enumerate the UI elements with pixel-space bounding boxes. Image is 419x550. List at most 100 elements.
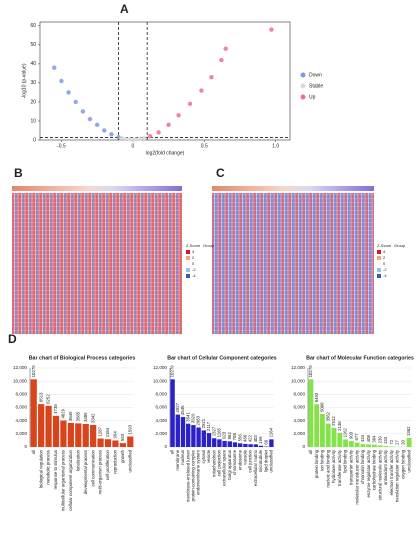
x-tick-label: localization (75, 449, 80, 471)
x-tick-label: all (170, 450, 175, 454)
value-label: 4545 (180, 405, 185, 415)
x-tick-label: extracellular space (222, 449, 227, 485)
legend-swatch (186, 274, 190, 278)
y-tick-label: 10,000 (153, 378, 167, 383)
legend-label: 4 (192, 249, 195, 254)
x-tick-label: chromatin binding (360, 449, 365, 484)
y-tick-label: 40 (30, 61, 36, 67)
bar (383, 446, 389, 447)
x-tick-label: -0.5 (57, 143, 66, 149)
bar (243, 443, 248, 447)
x-tick-label: protein-containing complex (191, 449, 196, 501)
legend-title: Z-Score (186, 243, 201, 248)
x-tick-label: 0.5 (201, 143, 208, 149)
heatmap-c (212, 186, 374, 334)
value-label: 364 (372, 435, 377, 443)
x-axis-label: log2(fold change) (146, 150, 185, 156)
y-tick-label: 10,000 (291, 378, 305, 383)
value-label: 10279 (31, 365, 36, 378)
x-tick-label: transporter activity (348, 449, 353, 485)
legend-swatch (186, 268, 190, 272)
value-label: 3329 (191, 413, 196, 423)
value-label: 3342 (90, 413, 95, 423)
bar (90, 424, 97, 447)
legend-swatch (186, 262, 190, 266)
value-label: 3562 (325, 411, 330, 421)
bar (258, 445, 264, 447)
x-tick-label: molecular transducer activity (354, 449, 359, 504)
bar (97, 438, 104, 447)
value-label: 1165 (217, 427, 222, 437)
legend-swatch (377, 274, 381, 278)
panel-label: A (120, 2, 129, 16)
x-tick-label: unclassified (406, 449, 411, 472)
legend-title: Group (203, 243, 215, 248)
bar (320, 414, 325, 447)
value-label: 1162 (343, 428, 348, 438)
value-label: 3489 (83, 412, 88, 422)
value-label: 1327 (211, 426, 216, 436)
point (142, 135, 147, 141)
x-tick-label: cell projection (217, 449, 222, 476)
point (102, 128, 107, 133)
x-tick-label: multicellular organismal process (61, 450, 66, 511)
bar (67, 422, 74, 447)
legend-label: Down (309, 72, 322, 78)
bar (337, 432, 343, 447)
y-tick-label: 12,000 (153, 365, 167, 370)
x-tick-label: reproduction (113, 449, 118, 473)
x-tick-label: electron transfer activity (389, 449, 394, 495)
bar (212, 438, 217, 447)
value-label: 2138 (337, 421, 342, 431)
value-label: 4735 (53, 404, 58, 414)
x-tick-label: protein binding (314, 449, 319, 478)
value-label: 1287 (98, 426, 103, 436)
point (176, 113, 181, 118)
bar (60, 420, 67, 447)
point (199, 88, 204, 93)
bar (372, 444, 377, 447)
bar (119, 443, 126, 447)
x-tick-label: membrane (175, 449, 180, 470)
point (109, 132, 114, 137)
value-label: 1184 (105, 427, 110, 437)
x-tick-label: ion binding (320, 449, 325, 470)
legend-label: 2 (192, 255, 195, 260)
value-label: 994 (113, 431, 118, 439)
y-tick-label: 10,000 (13, 378, 27, 383)
value-label: 2521 (201, 418, 206, 428)
point (156, 130, 161, 135)
y-tick-label: 20 (30, 99, 36, 105)
legend-swatch (377, 268, 381, 272)
chart-title: Bar chart of Cellular Component categori… (167, 355, 277, 361)
x-tick-label: lipid binding (343, 449, 348, 472)
panel-label: D (8, 332, 17, 346)
x-tick-label: growth (120, 449, 125, 463)
x-tick-label: chromosome (232, 449, 237, 474)
value-label: 677 (354, 433, 359, 441)
value-label: 708 (232, 433, 237, 441)
legend-label: -2 (192, 267, 196, 272)
value-label: 2117 (206, 421, 211, 431)
value-label: 1164 (269, 427, 274, 437)
point (94, 122, 100, 127)
value-label: 2963 (196, 415, 201, 425)
value-label: 5008 (320, 402, 325, 412)
value-label: 27 (395, 439, 400, 444)
value-label: 66 (263, 439, 268, 444)
point (80, 109, 86, 114)
bar (30, 379, 37, 447)
bar (52, 415, 60, 447)
legend-label: -2 (383, 267, 387, 272)
plot-frame (39, 21, 291, 141)
point (133, 137, 138, 142)
value-label: 3649 (68, 411, 73, 421)
value-label: 1593 (127, 424, 132, 434)
x-tick-label: cell junction (248, 449, 253, 472)
x-tick-label: vesicle (206, 449, 211, 463)
x-tick-label: unclassified (269, 449, 274, 472)
value-label: 408 (366, 435, 371, 443)
y-tick-label: 6,000 (156, 405, 168, 410)
value-label: 10279 (308, 365, 313, 378)
